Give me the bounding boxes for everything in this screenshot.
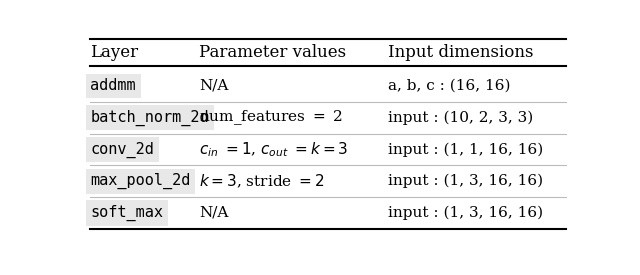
Text: max_pool_2d: max_pool_2d (90, 173, 191, 189)
Text: Parameter values: Parameter values (199, 43, 346, 60)
Text: input : (1, 1, 16, 16): input : (1, 1, 16, 16) (388, 142, 543, 157)
Text: addmm: addmm (90, 78, 136, 94)
Text: input : (10, 2, 3, 3): input : (10, 2, 3, 3) (388, 111, 532, 125)
Text: soft_max: soft_max (90, 205, 163, 221)
Text: batch_norm_2d: batch_norm_2d (90, 110, 209, 126)
Text: $c_{in}$ $= 1$, $c_{out}$ $= k = 3$: $c_{in}$ $= 1$, $c_{out}$ $= k = 3$ (199, 140, 349, 159)
Text: Input dimensions: Input dimensions (388, 43, 533, 60)
Text: input : (1, 3, 16, 16): input : (1, 3, 16, 16) (388, 174, 543, 188)
Text: $k = 3$, stride $= 2$: $k = 3$, stride $= 2$ (199, 172, 324, 190)
Text: Layer: Layer (90, 43, 138, 60)
Text: input : (1, 3, 16, 16): input : (1, 3, 16, 16) (388, 206, 543, 220)
Text: conv_2d: conv_2d (90, 141, 154, 158)
Text: N/A: N/A (199, 79, 228, 93)
Text: num_features $=$ 2: num_features $=$ 2 (199, 108, 343, 127)
Text: N/A: N/A (199, 206, 228, 220)
Text: a, b, c : (16, 16): a, b, c : (16, 16) (388, 79, 510, 93)
